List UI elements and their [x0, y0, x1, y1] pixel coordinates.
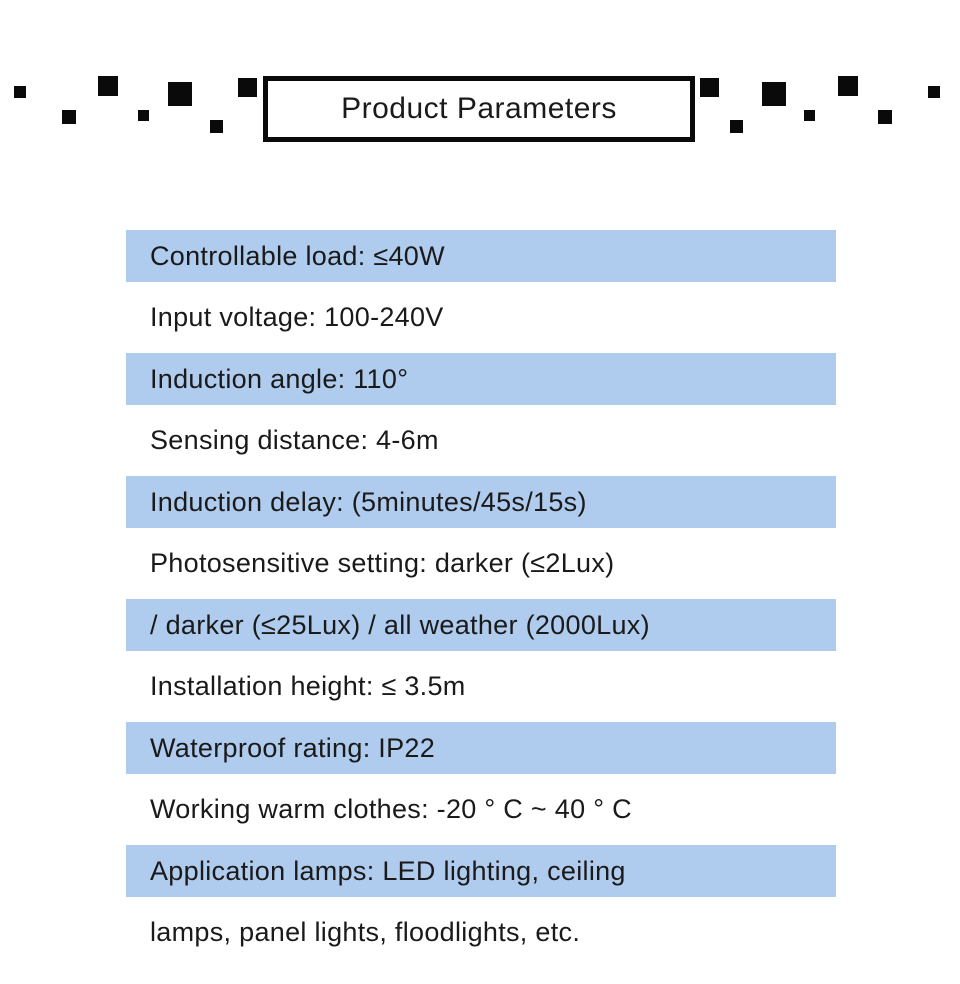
parameter-row: lamps, panel lights, floodlights, etc.: [126, 905, 836, 960]
decorative-squares-right: [700, 70, 960, 140]
parameter-row: Working warm clothes: -20 ° C ~ 40 ° C: [126, 782, 836, 837]
parameter-row: Application lamps: LED lighting, ceiling: [126, 845, 836, 897]
decorative-square: [138, 110, 149, 121]
decorative-square: [62, 110, 76, 124]
decorative-square: [730, 120, 743, 133]
decorative-square: [98, 76, 118, 96]
parameter-row: Photosensitive setting: darker (≤2Lux): [126, 536, 836, 591]
parameter-row: Induction delay: (5minutes/45s/15s): [126, 476, 836, 528]
decorative-square: [838, 76, 858, 96]
decorative-square: [804, 110, 815, 121]
title-text: Product Parameters: [341, 92, 617, 126]
parameter-row: Controllable load: ≤40W: [126, 230, 836, 282]
title-box: Product Parameters: [263, 76, 695, 142]
parameters-list: Controllable load: ≤40W Input voltage: 10…: [126, 230, 836, 968]
decorative-square: [14, 86, 26, 98]
decorative-square: [878, 110, 892, 124]
header: Product Parameters: [0, 0, 960, 150]
parameter-row: Input voltage: 100-240V: [126, 290, 836, 345]
parameter-row: Sensing distance: 4-6m: [126, 413, 836, 468]
parameter-row: Waterproof rating: IP22: [126, 722, 836, 774]
parameter-row: / darker (≤25Lux) / all weather (2000Lux…: [126, 599, 836, 651]
decorative-square: [238, 78, 257, 97]
decorative-square: [168, 82, 192, 106]
decorative-square: [210, 120, 223, 133]
decorative-square: [700, 78, 719, 97]
parameter-row: Installation height: ≤ 3.5m: [126, 659, 836, 714]
decorative-square: [928, 86, 940, 98]
decorative-squares-left: [0, 70, 260, 140]
decorative-square: [762, 82, 786, 106]
parameter-row: Induction angle: 110°: [126, 353, 836, 405]
